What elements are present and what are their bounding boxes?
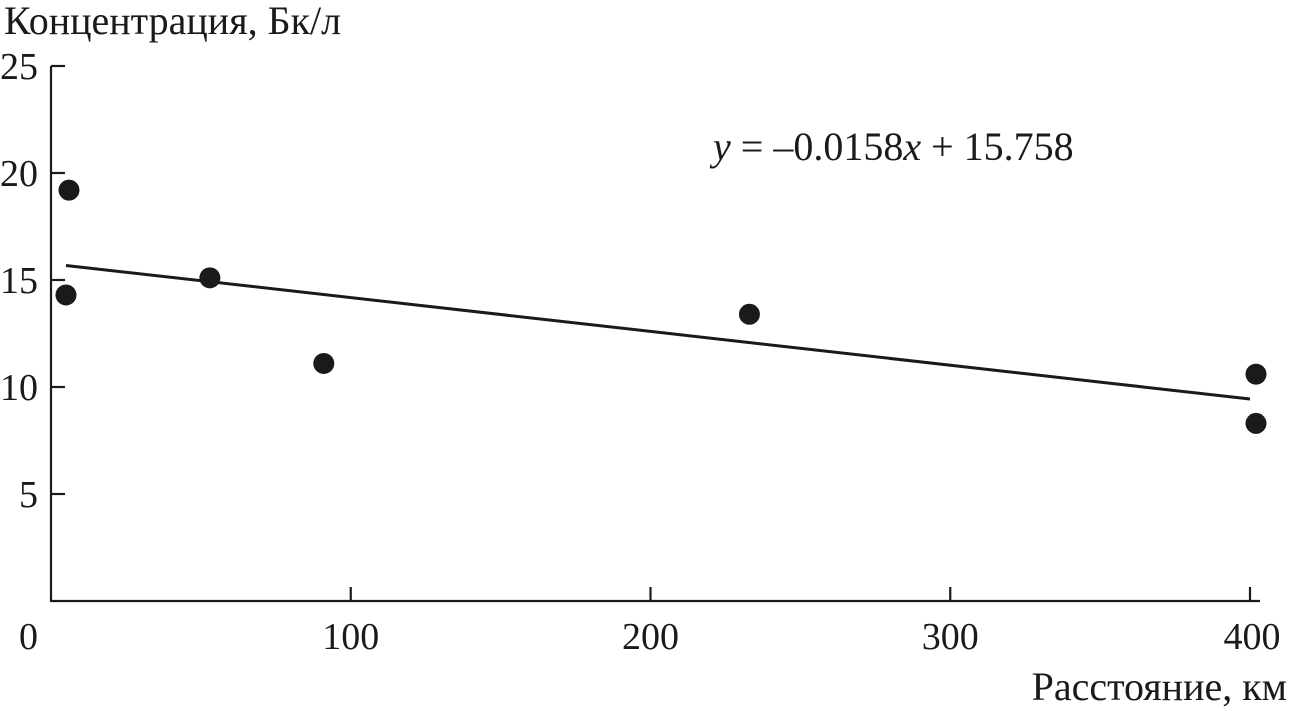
x-tick-label: 400 <box>1224 616 1281 658</box>
trend-equation: y = –0.0158x + 15.758 <box>709 124 1074 169</box>
equation-intercept: + 15.758 <box>921 124 1074 169</box>
trend-line <box>65 263 1251 401</box>
x-tick-label: 0 <box>19 616 38 658</box>
data-point <box>55 284 77 306</box>
x-axis-title: Расстояние, км <box>1032 664 1287 709</box>
x-tick-label: 100 <box>322 616 379 658</box>
y-axis-ticks: 5 10 15 20 25 <box>0 46 65 516</box>
equation-y-var: y <box>709 124 731 169</box>
y-tick-label: 5 <box>19 474 38 516</box>
equation-x-var: x <box>902 124 921 169</box>
y-axis-title: Концентрация, Бк/л <box>4 0 341 43</box>
data-point <box>1245 363 1267 385</box>
x-axis-ticks: 0 100 200 300 400 <box>19 587 1281 658</box>
y-tick-label: 25 <box>0 46 38 88</box>
data-point <box>199 267 221 289</box>
y-tick-label: 10 <box>0 367 38 409</box>
data-point <box>1245 412 1267 434</box>
x-tick-label: 300 <box>922 616 979 658</box>
x-tick-label: 200 <box>622 616 679 658</box>
equation-slope: = –0.0158 <box>731 124 904 169</box>
data-point <box>738 303 760 325</box>
data-points <box>55 179 1267 434</box>
y-tick-label: 20 <box>0 153 38 195</box>
data-point <box>313 352 335 374</box>
y-tick-label: 15 <box>0 260 38 302</box>
data-point <box>58 179 80 201</box>
